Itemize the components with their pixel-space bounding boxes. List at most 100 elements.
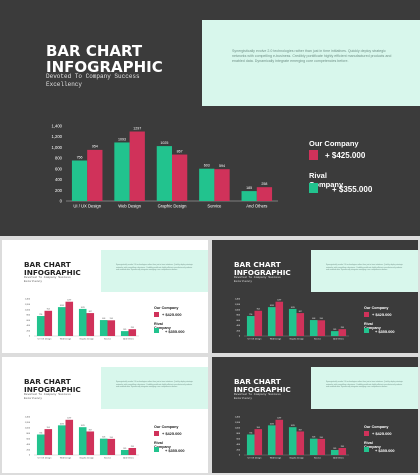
y-tick-label: 400 xyxy=(55,177,63,182)
bar-value-label: 1025 xyxy=(291,307,295,309)
y-tick-label: 600 xyxy=(27,438,31,440)
bar-value-label: 1297 xyxy=(67,300,71,302)
legend-rival-company-name: Rival Company xyxy=(154,441,171,450)
y-tick-label: 400 xyxy=(27,444,31,446)
x-category-label: Graphic Design xyxy=(158,204,188,209)
y-tick-label: 800 xyxy=(237,433,241,435)
y-tick-label: 1,400 xyxy=(235,299,241,301)
bar-series-1 xyxy=(309,438,318,455)
bar-value-label: 756 xyxy=(77,155,83,159)
bar-chart: 0 200 400 600 800 1,000 1,200 1,400 756 954 UI / U… xyxy=(25,417,139,459)
legend-our-company-value: + $425.000 xyxy=(162,312,182,317)
y-tick-label: 1,000 xyxy=(52,145,63,150)
legend-our-company-swatch xyxy=(309,150,318,160)
bar-value-label: 1093 xyxy=(270,305,274,307)
legend-rival-company-swatch xyxy=(309,183,318,193)
bar-series-1 xyxy=(246,434,255,455)
bar-value-label: 185 xyxy=(333,329,336,331)
legend-our-company-swatch xyxy=(154,431,159,436)
description-panel: Synergistically evolve 2.0 technologies … xyxy=(101,367,208,409)
legend-our-company-name: Our Company xyxy=(364,306,389,310)
bar-series-1 xyxy=(199,168,215,201)
x-category-label: Service xyxy=(207,204,222,209)
x-category-label: And Others xyxy=(246,204,267,209)
legend-rival-company-swatch xyxy=(154,328,159,333)
legend-our-company-name: Our Company xyxy=(154,306,179,310)
bar-value-label: 185 xyxy=(333,448,336,450)
y-tick-label: 1,200 xyxy=(25,422,31,424)
y-tick-label: 600 xyxy=(237,320,241,322)
bar-series-2 xyxy=(65,301,74,336)
bar-series-2 xyxy=(44,429,53,455)
y-tick-label: 400 xyxy=(237,325,241,327)
bar-value-label: 603 xyxy=(312,318,315,320)
description-text: Synergistically evolve 2.0 technologies … xyxy=(326,381,403,389)
y-tick-label: 1,000 xyxy=(235,428,241,430)
y-tick-label: 800 xyxy=(237,315,241,317)
x-category-label: And Others xyxy=(123,456,134,459)
bar-series-1 xyxy=(267,425,276,455)
legend-our-company-swatch xyxy=(154,312,159,317)
legend-rival-company-value: + $355.000 xyxy=(375,329,395,334)
x-category-label: And Others xyxy=(333,337,344,340)
x-category-label: UI / UX Design xyxy=(73,204,101,209)
legend-our-company-name: Our Company xyxy=(309,139,359,148)
bar-series-2 xyxy=(317,438,326,455)
bar-series-2 xyxy=(107,438,116,455)
bar-value-label: 756 xyxy=(249,314,252,316)
bar-value-label: 258 xyxy=(131,446,134,448)
y-tick-label: 600 xyxy=(237,438,241,440)
x-category-label: Service xyxy=(104,337,112,340)
bar-value-label: 603 xyxy=(312,437,315,439)
bar-series-2 xyxy=(129,131,145,201)
slide-title: BAR CHART INFOGRAPHIC xyxy=(234,260,291,277)
bar-value-label: 1025 xyxy=(291,425,295,427)
bar-value-label: 185 xyxy=(123,329,126,331)
y-tick-label: 200 xyxy=(27,449,31,451)
bar-series-2 xyxy=(338,447,347,455)
bar-series-1 xyxy=(120,331,129,336)
y-tick-label: 1,200 xyxy=(25,304,31,306)
bar-series-1 xyxy=(288,427,297,455)
bar-value-label: 867 xyxy=(89,311,92,313)
legend-our-company-swatch xyxy=(364,312,369,317)
bar-series-2 xyxy=(44,310,53,336)
description-panel: Synergistically evolve 2.0 technologies … xyxy=(202,20,420,106)
x-category-label: And Others xyxy=(333,456,344,459)
bar-value-label: 954 xyxy=(92,145,98,149)
bar-value-label: 185 xyxy=(246,186,252,190)
x-category-label: Graphic Design xyxy=(289,337,304,340)
bar-series-2 xyxy=(254,310,263,336)
legend-our-company-value: + $425.000 xyxy=(325,151,366,160)
bar-series-2 xyxy=(86,313,95,336)
bar-series-1 xyxy=(246,316,255,336)
y-tick-label: 800 xyxy=(27,315,31,317)
slide-thumb-light-2: BAR CHART INFOGRAPHIC Devoted To Company… xyxy=(2,357,208,473)
bar-series-2 xyxy=(172,154,188,201)
bar-value-label: 867 xyxy=(177,149,183,153)
bar-chart: 0 200 400 600 800 1,000 1,200 1,400 756 954 UI / U… xyxy=(52,123,278,209)
y-tick-label: 1,200 xyxy=(235,422,241,424)
x-category-label: Web Design xyxy=(270,457,282,459)
description-panel: Synergistically evolve 2.0 technologies … xyxy=(101,250,208,292)
legend-our-company-name: Our Company xyxy=(364,425,389,429)
bar-series-1 xyxy=(99,438,108,455)
bar-series-1 xyxy=(288,308,297,336)
bar-series-1 xyxy=(330,331,339,336)
bar-value-label: 1025 xyxy=(81,425,85,427)
y-tick-label: 200 xyxy=(237,330,241,332)
bar-value-label: 594 xyxy=(320,437,323,439)
bar-value-label: 594 xyxy=(219,164,225,168)
y-tick-label: 1,400 xyxy=(25,417,31,419)
bar-series-1 xyxy=(78,427,87,455)
legend-rival-company-name: Rival Company xyxy=(364,322,381,331)
x-category-label: Graphic Design xyxy=(79,337,94,340)
bar-value-label: 867 xyxy=(299,429,302,431)
bar-value-label: 954 xyxy=(47,309,50,311)
slide-subtitle: Devoted To Company Success Excellency xyxy=(234,393,281,400)
legend-rival-company-name: Rival Company xyxy=(309,171,344,189)
y-tick-label: 400 xyxy=(27,325,31,327)
y-tick-label: 0 xyxy=(29,336,31,338)
x-category-label: Service xyxy=(314,456,322,459)
slide-subtitle: Devoted To Company Success Excellency xyxy=(234,276,281,283)
